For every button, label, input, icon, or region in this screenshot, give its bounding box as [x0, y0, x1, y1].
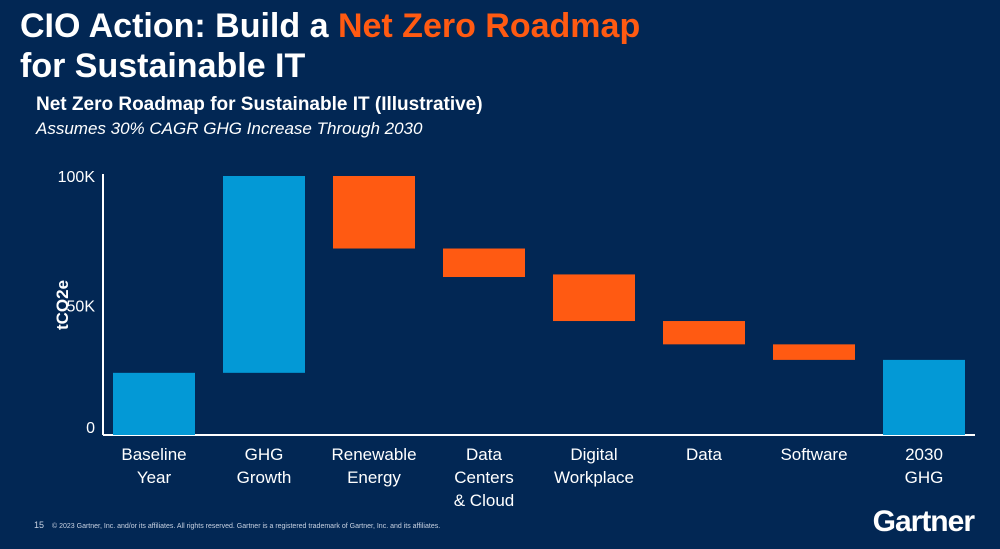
x-tick-label: Energy: [347, 468, 401, 487]
x-tick-label: GHG: [245, 445, 284, 464]
x-tick-label: Software: [780, 445, 847, 464]
y-tick-label: 50K: [67, 299, 96, 316]
bar-0: [113, 372, 195, 435]
bar-6: [773, 344, 855, 360]
x-tick-label: Digital: [570, 445, 617, 464]
x-tick-label: Data: [686, 445, 722, 464]
slide-title: CIO Action: Build a Net Zero Roadmap for …: [20, 6, 920, 86]
title-text-line2: for Sustainable IT: [20, 47, 306, 85]
bar-4: [553, 274, 635, 322]
footer: 15 © 2023 Gartner, Inc. and/or its affili…: [34, 520, 440, 530]
x-tick-label: Workplace: [554, 468, 634, 487]
gartner-logo: Gartner: [872, 505, 975, 538]
bar-1: [223, 176, 305, 373]
x-tick-label: Growth: [237, 468, 292, 487]
page-number: 15: [34, 520, 45, 530]
copyright: © 2023 Gartner, Inc. and/or its affiliat…: [52, 523, 441, 530]
x-tick-label: Year: [137, 468, 172, 487]
title-text: CIO Action: Build a: [20, 7, 338, 45]
chart-subtitle: Assumes 30% CAGR GHG Increase Through 20…: [36, 119, 423, 138]
x-tick-label: Renewable: [331, 445, 416, 464]
bar-2: [333, 176, 415, 249]
title-highlight: Net Zero Roadmap: [337, 7, 641, 45]
y-tick-label: 0: [86, 420, 95, 437]
x-tick-label: Centers: [454, 468, 514, 487]
bar-3: [443, 248, 525, 278]
bar-7: [883, 359, 965, 435]
x-tick-label: Baseline: [121, 445, 186, 464]
x-tick-label: & Cloud: [454, 491, 514, 510]
bar-5: [663, 321, 745, 345]
chart-title: Net Zero Roadmap for Sustainable IT (Ill…: [36, 94, 483, 115]
x-tick-label: 2030: [905, 445, 943, 464]
y-tick-label: 100K: [58, 169, 96, 186]
x-tick-label: GHG: [905, 468, 944, 487]
y-axis-label: tCO2e: [53, 280, 72, 330]
x-tick-label: Data: [466, 445, 502, 464]
